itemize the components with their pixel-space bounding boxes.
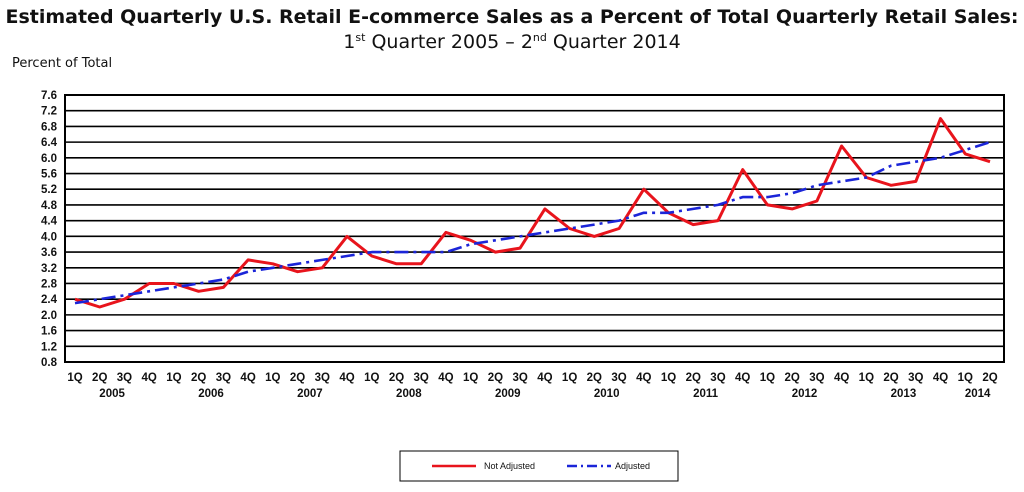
y-tick-label: 0.8 [41,357,58,369]
y-tick-label: 3.2 [41,263,57,275]
y-tick-label: 6.0 [41,153,57,165]
x-tick-label: 1Q [364,372,379,384]
x-tick-label: 2Q [290,372,305,384]
year-label: 2009 [495,388,521,400]
subtitle-part-1: 1 [343,31,356,53]
subtitle-sup-nd: nd [532,31,547,44]
subtitle-sup-st: st [355,31,366,44]
x-tick-label: 4Q [933,372,948,384]
x-tick-label: 1Q [265,372,280,384]
subtitle-part-2: Quarter 2005 – 2 [365,31,533,53]
x-tick-label: 2Q [389,372,404,384]
x-tick-label: 4Q [142,372,157,384]
y-tick-label: 1.6 [41,326,57,338]
year-label: 2011 [693,388,719,400]
chart-subtitle: 1st Quarter 2005 – 2nd Quarter 2014 [0,31,1024,53]
year-label: 2007 [297,388,323,400]
x-tick-label: 3Q [908,372,923,384]
x-tick-label: 4Q [537,372,552,384]
x-tick-label: 3Q [809,372,824,384]
x-tick-label: 3Q [117,372,132,384]
year-label: 2014 [965,388,991,400]
x-tick-label: 1Q [166,372,181,384]
chart-title: Estimated Quarterly U.S. Retail E-commer… [5,6,1019,28]
x-tick-label: 2Q [784,372,799,384]
x-tick-label: 2Q [191,372,206,384]
plot-frame [64,94,1005,363]
y-tick-label: 6.8 [41,121,58,133]
year-label: 2012 [792,388,818,400]
y-tick-label: 3.6 [41,247,57,259]
y-axis-label: Percent of Total [12,56,113,71]
x-tick-label: 1Q [661,372,676,384]
y-tick-label: 4.4 [41,216,58,228]
x-tick-label: 1Q [760,372,775,384]
x-tick-label: 3Q [710,372,725,384]
y-tick-label: 2.4 [41,294,58,306]
x-tick-label: 1Q [67,372,82,384]
y-tick-label: 7.2 [41,106,57,118]
y-tick-label: 4.0 [41,231,57,243]
x-tick-label: 1Q [958,372,973,384]
year-label: 2006 [198,388,224,400]
series-not-adjusted-line [74,117,991,309]
x-tick-label: 4Q [240,372,255,384]
x-tick-label: 3Q [414,372,429,384]
x-tick-label: 2Q [92,372,107,384]
y-tick-label: 5.6 [41,169,57,181]
y-tick-label: 2.8 [41,278,58,290]
year-label: 2008 [396,388,422,400]
y-tick-labels: 7.6 7.2 6.8 6.4 6.0 5.6 5.2 4.8 4.4 4.0 3.6 3.2 2.8 2… [41,90,58,369]
x-tick-label: 4Q [834,372,849,384]
x-tick-label: 4Q [636,372,651,384]
grid-layer [64,94,1005,363]
x-tick-label: 3Q [216,372,231,384]
year-label: 2010 [594,388,620,400]
x-tick-label: 1Q [562,372,577,384]
x-tick-label: 4Q [438,372,453,384]
x-tick-label: 3Q [512,372,527,384]
x-tick-label: 3Q [315,372,330,384]
x-tick-label: 2Q [488,372,503,384]
y-tick-label: 4.8 [41,200,58,212]
x-tick-label: 4Q [339,372,354,384]
x-tick-label: 3Q [611,372,626,384]
x-tick-label: 1Q [463,372,478,384]
legend-label-adjusted: Adjusted [615,461,650,471]
x-tick-label: 2Q [587,372,602,384]
year-label: 2005 [99,388,125,400]
year-label: 2013 [891,388,917,400]
y-tick-label: 2.0 [41,310,57,322]
y-tick-label: 1.2 [41,341,57,353]
x-tick-label: 2Q [982,372,997,384]
y-tick-label: 7.6 [41,90,57,102]
subtitle-part-3: Quarter 2014 [546,31,681,53]
y-tick-label: 5.2 [41,184,57,196]
x-tick-label: 2Q [883,372,898,384]
y-tick-label: 6.4 [41,137,58,149]
legend-label-not-adjusted: Not Adjusted [484,461,535,471]
x-tick-label: 4Q [735,372,750,384]
x-tick-label: 1Q [859,372,874,384]
x-tick-label: 2Q [686,372,701,384]
series-layer [74,117,991,309]
legend: Not Adjusted Adjusted [399,450,679,482]
x-tick-labels: 1Q 2Q 3Q 4Q 1Q 2Q 3Q 4Q 1Q 2Q 3Q 4Q 1Q 2Q 3Q 4Q 1Q 2Q 3Q 4Q… [67,372,997,400]
series-adjusted-line [74,140,991,305]
